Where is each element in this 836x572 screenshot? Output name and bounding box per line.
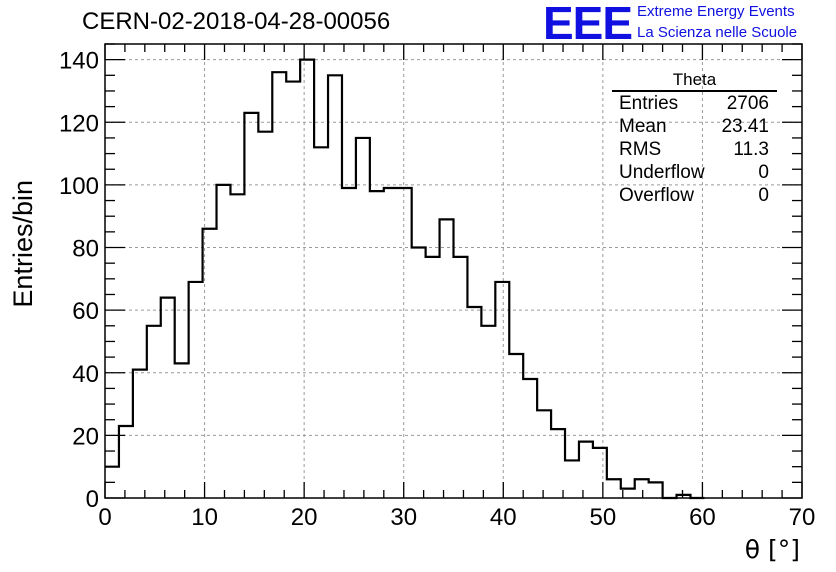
histogram-bin bbox=[454, 257, 468, 498]
y-tick-label: 80 bbox=[72, 236, 99, 263]
x-tick-label: 30 bbox=[390, 504, 417, 531]
histogram-bin bbox=[579, 442, 593, 498]
histogram-bin bbox=[593, 448, 607, 498]
histogram-bin bbox=[272, 72, 286, 498]
histogram-bin bbox=[467, 307, 481, 498]
stats-label: Mean bbox=[619, 116, 667, 137]
x-tick-label: 40 bbox=[490, 504, 517, 531]
logo-line-2: La Scienza nelle Scuole bbox=[637, 24, 798, 41]
stats-value: 2706 bbox=[726, 93, 769, 114]
stats-label: RMS bbox=[619, 139, 662, 160]
x-tick-label: 70 bbox=[789, 504, 816, 531]
plot-border bbox=[104, 43, 803, 499]
x-axis-label: θ [°] bbox=[745, 535, 800, 564]
stats-row-overflow: Overflow 0 bbox=[609, 184, 777, 207]
stats-row-entries: Entries 2706 bbox=[609, 92, 777, 115]
axis-ticks bbox=[104, 43, 803, 499]
stats-title: Theta bbox=[612, 70, 777, 92]
x-tick-label: 50 bbox=[590, 504, 617, 531]
x-tick-label: 10 bbox=[191, 504, 218, 531]
histogram-bin bbox=[244, 113, 258, 498]
histogram-bin bbox=[230, 194, 244, 498]
histogram-bin bbox=[356, 138, 370, 498]
y-axis-label: Entries/bin bbox=[8, 180, 38, 308]
histogram-bin bbox=[133, 370, 147, 498]
histogram-bin bbox=[523, 379, 537, 498]
histogram-bin bbox=[649, 482, 663, 498]
eee-logo: EEE bbox=[543, 0, 633, 49]
histogram-bin bbox=[175, 363, 189, 498]
histogram-bin bbox=[551, 429, 565, 498]
histogram-bin bbox=[384, 188, 398, 498]
histogram-bin bbox=[412, 248, 426, 498]
y-tick-label: 60 bbox=[72, 298, 99, 325]
histogram-bin bbox=[314, 147, 328, 498]
stats-value: 23.41 bbox=[721, 116, 769, 137]
stats-label: Underflow bbox=[619, 162, 705, 183]
x-tick-label: 0 bbox=[98, 504, 111, 531]
histogram-bin bbox=[258, 132, 272, 498]
histogram-bin bbox=[635, 479, 649, 498]
histogram-bin bbox=[537, 410, 551, 498]
x-tick-label: 60 bbox=[689, 504, 716, 531]
stats-label: Overflow bbox=[619, 185, 694, 206]
y-tick-label: 0 bbox=[86, 486, 99, 513]
histogram-step-line bbox=[105, 58, 705, 500]
histogram-bin bbox=[342, 188, 356, 498]
y-tick-label: 20 bbox=[72, 423, 99, 450]
histogram-bin bbox=[217, 185, 231, 498]
histogram-bin bbox=[440, 219, 454, 498]
histogram-series bbox=[105, 58, 705, 500]
stats-row-underflow: Underflow 0 bbox=[609, 161, 777, 184]
histogram-bin bbox=[147, 326, 161, 498]
y-tick-label: 100 bbox=[59, 173, 99, 200]
histogram-bin bbox=[426, 257, 440, 498]
stats-label: Entries bbox=[619, 93, 679, 114]
histogram-bin bbox=[607, 479, 621, 498]
stats-value: 0 bbox=[758, 162, 769, 183]
histogram-bin bbox=[370, 191, 384, 498]
y-tick-label: 40 bbox=[72, 361, 99, 388]
stats-box: Theta Entries 2706 Mean 23.41 RMS 11.3 U… bbox=[609, 70, 777, 207]
histogram-bin bbox=[565, 460, 579, 498]
run-title: CERN-02-2018-04-28-00056 bbox=[82, 8, 391, 35]
histogram-bin bbox=[328, 75, 342, 498]
histogram-bin bbox=[286, 82, 300, 498]
histogram-bin bbox=[119, 426, 133, 498]
histogram-bin bbox=[203, 229, 217, 498]
histogram-bin bbox=[495, 282, 509, 498]
x-tick-label: 20 bbox=[291, 504, 318, 531]
histogram-bin bbox=[509, 354, 523, 498]
stats-value: 0 bbox=[758, 185, 769, 206]
stats-row-mean: Mean 23.41 bbox=[609, 115, 777, 138]
histogram-bin bbox=[300, 60, 314, 498]
y-tick-label: 120 bbox=[59, 110, 99, 137]
plot-frame bbox=[104, 43, 803, 499]
y-tick-label: 140 bbox=[59, 48, 99, 75]
stats-row-rms: RMS 11.3 bbox=[609, 138, 777, 161]
stats-value: 11.3 bbox=[733, 139, 769, 160]
histogram-bin bbox=[189, 282, 203, 498]
histogram-bin bbox=[161, 298, 175, 498]
logo-line-1: Extreme Energy Events bbox=[637, 3, 795, 20]
tick-labels: 0 10 20 30 40 50 60 70 0 20 40 60 80 100 120 140 bbox=[59, 48, 815, 531]
histogram-bin bbox=[481, 326, 495, 498]
histogram-bin bbox=[398, 188, 412, 498]
